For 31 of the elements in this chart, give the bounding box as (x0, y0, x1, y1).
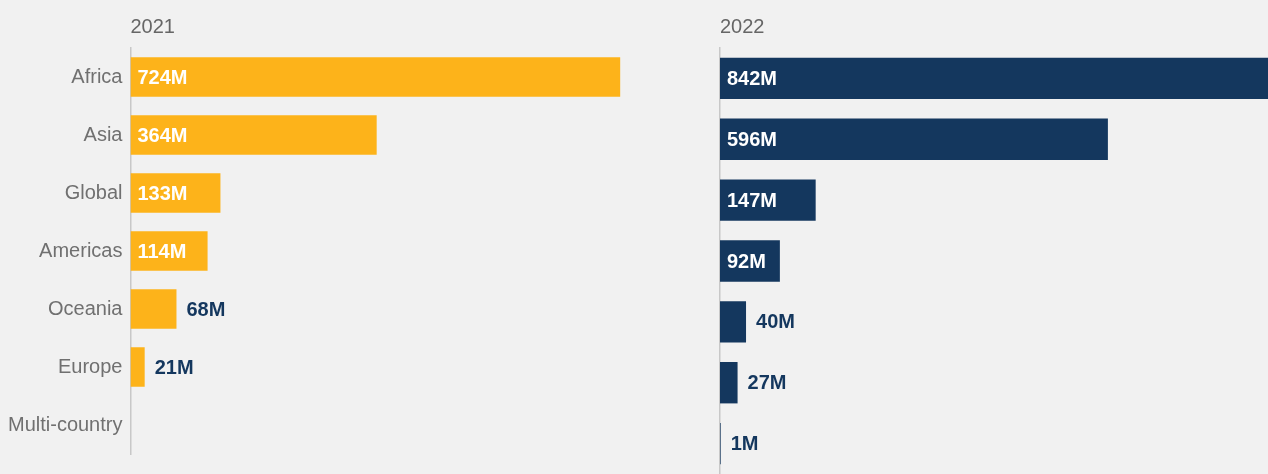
y-tick-label: Asia (83, 122, 124, 145)
y-tick-label: Multi-country (7, 412, 123, 435)
data-label: 724M (137, 65, 188, 88)
y-tick-label: Global (64, 180, 123, 203)
bar (130, 289, 177, 329)
bar (720, 179, 816, 221)
bar (720, 301, 747, 343)
data-label: 133M (137, 181, 188, 204)
bar (130, 57, 621, 97)
data-label: 27M (747, 371, 787, 394)
data-label: 364M (137, 123, 188, 146)
data-label: 68M (186, 297, 226, 320)
y-tick-label: Europe (57, 354, 123, 377)
data-label: 92M (727, 249, 766, 272)
data-label: 1M (730, 432, 759, 455)
bar (720, 118, 1108, 160)
bar (130, 347, 145, 387)
y-tick-label: Oceania (47, 296, 124, 319)
data-label: 40M (756, 310, 795, 333)
data-label: 147M (727, 188, 778, 211)
y-tick-label: Africa (71, 64, 124, 87)
bar (130, 115, 377, 155)
y-tick-label: Americas (39, 238, 123, 261)
chart-title: 2022 (720, 14, 765, 37)
bar (720, 362, 738, 404)
data-label: 596M (727, 127, 778, 150)
data-label: 114M (137, 239, 187, 262)
data-label: 842M (727, 66, 778, 89)
data-label: 21M (154, 355, 194, 378)
bar (720, 57, 1268, 100)
chart-title: 2021 (130, 14, 175, 37)
